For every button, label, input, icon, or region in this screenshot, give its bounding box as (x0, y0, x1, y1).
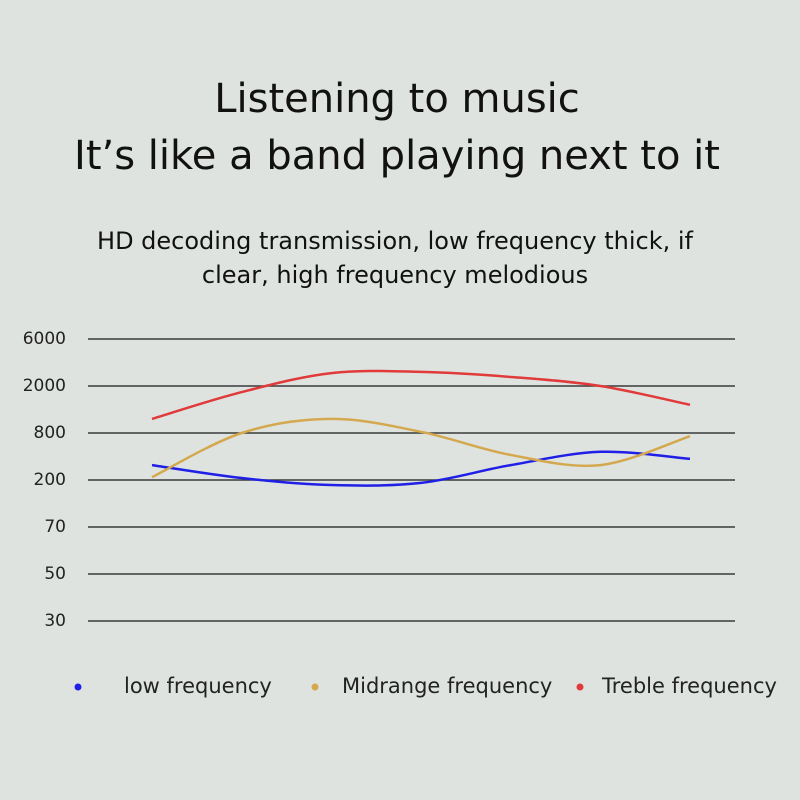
legend-marker (74, 683, 82, 691)
description: clear, high frequency melodious (202, 261, 588, 289)
line (151, 417, 691, 479)
chart-subtitle: It’s like a band playing next to it (74, 133, 720, 179)
y-tick-label: 800 (34, 423, 66, 443)
chart-title: Listening to music (214, 76, 580, 122)
line (151, 369, 691, 421)
y-tick-label: 50 (44, 564, 66, 584)
legend-marker (576, 683, 584, 691)
y-tick-label: 70 (44, 517, 66, 537)
y-tick-label: 30 (44, 611, 66, 631)
y-tick-label: 200 (34, 470, 66, 490)
description: HD decoding transmission, low frequency … (97, 227, 694, 255)
legend-label: low frequency (124, 674, 272, 698)
legend-label: Treble frequency (601, 674, 777, 698)
line (151, 450, 691, 487)
legend-marker (311, 683, 319, 691)
y-tick-label: 6000 (23, 329, 66, 349)
y-tick-label: 2000 (23, 376, 66, 396)
legend-label: Midrange frequency (342, 674, 552, 698)
